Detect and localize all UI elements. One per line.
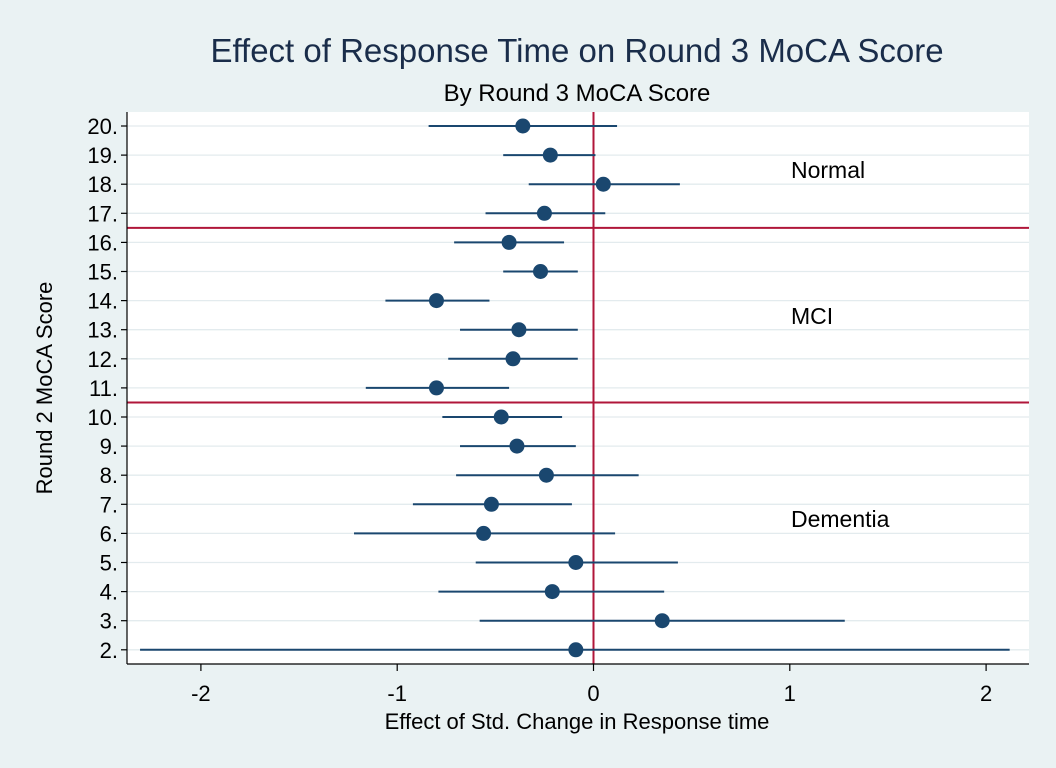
point-estimate: [536, 205, 552, 221]
point-estimate: [428, 380, 444, 396]
chart-subtitle: By Round 3 MoCA Score: [444, 80, 711, 107]
x-tick-label: -1: [387, 681, 407, 706]
x-tick-label: -2: [191, 681, 211, 706]
y-tick-label: 15.: [87, 260, 118, 285]
point-estimate: [568, 642, 584, 658]
point-estimate: [515, 118, 531, 134]
point-estimate: [511, 322, 527, 338]
point-estimate: [493, 409, 509, 425]
x-tick-label: 0: [587, 681, 599, 706]
point-estimate: [544, 584, 560, 600]
point-estimate: [568, 555, 584, 570]
point-estimate: [532, 264, 548, 279]
y-tick-label: 9.: [100, 434, 118, 459]
x-tick-label: 2: [980, 681, 992, 706]
y-tick-label: 3.: [100, 609, 118, 634]
point-estimate: [501, 234, 517, 250]
y-tick-label: 16.: [87, 230, 118, 255]
point-estimate: [595, 176, 611, 192]
point-estimate: [505, 351, 521, 367]
y-tick-label: 4.: [100, 580, 118, 605]
x-tick-labels: -2 -1 0 1 2: [191, 681, 992, 706]
y-tick-label: 7.: [100, 492, 118, 517]
point-estimate: [542, 147, 558, 163]
chart-title: Effect of Response Time on Round 3 MoCA …: [210, 32, 943, 69]
y-tick-labels: 20. 19. 18. 17. 16. 15. 14. 13. 12. 11. 10. 9. 8. 7. 6…: [87, 114, 118, 663]
y-tick-label: 11.: [89, 376, 118, 401]
y-tick-label: 6.: [100, 521, 118, 546]
y-tick-label: 20.: [87, 114, 118, 139]
x-tick-label: 1: [784, 681, 796, 706]
annotation-mci: MCI: [791, 303, 833, 329]
annotation-dementia: Dementia: [791, 506, 890, 532]
point-estimate: [538, 467, 554, 483]
y-tick-label: 17.: [87, 201, 118, 226]
point-estimate: [476, 525, 492, 541]
point-estimate: [428, 293, 444, 309]
reference-lines: [127, 112, 1029, 664]
point-estimate: [483, 496, 499, 512]
axes: [121, 112, 1029, 671]
x-axis-title: Effect of Std. Change in Response time: [385, 709, 770, 734]
y-tick-label: 19.: [87, 143, 118, 168]
point-estimate: [509, 438, 525, 454]
point-estimate: [654, 613, 670, 629]
y-tick-label: 13.: [87, 318, 118, 343]
y-axis-title: Round 2 MoCA Score: [32, 282, 57, 495]
annotation-normal: Normal: [791, 157, 865, 183]
y-tick-label: 14.: [87, 289, 118, 314]
y-tick-label: 10.: [87, 405, 118, 430]
y-tick-label: 18.: [87, 172, 118, 197]
point-estimates: [428, 118, 670, 658]
y-tick-label: 12.: [87, 347, 118, 372]
y-tick-label: 8.: [100, 463, 118, 488]
y-tick-label: 2.: [100, 638, 118, 663]
y-tick-label: 5.: [100, 551, 118, 576]
